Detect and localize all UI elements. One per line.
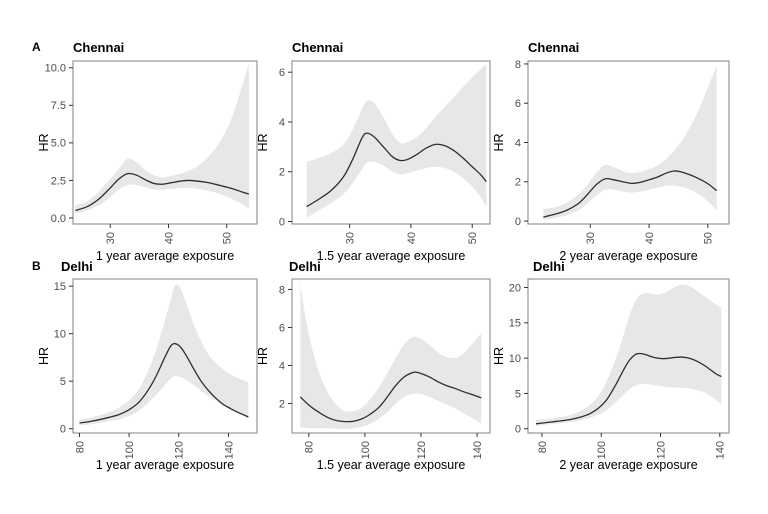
panel-title-delhi-2yr: Delhi (533, 259, 565, 274)
confidence-band (306, 63, 487, 218)
panel-title-chennai-1-5yr: Chennai (292, 40, 344, 55)
panel-letter-a: A (32, 40, 41, 54)
panel-title-delhi-1-5yr: Delhi (289, 259, 321, 274)
confidence-band (79, 284, 249, 426)
x-tick-label: 140 (715, 441, 727, 459)
x-axis-label: 2 year average exposure (559, 249, 697, 263)
y-tick-label: 0 (515, 216, 521, 228)
panel-title-chennai-2yr: Chennai (528, 40, 580, 55)
x-tick-label: 40 (163, 232, 175, 244)
panel-border (291, 60, 491, 225)
x-tick-label: 40 (644, 232, 656, 244)
y-tick-label: 20 (509, 282, 521, 294)
chart-chennai-1yr: 0.0 2.5 5.0 7.5 10.0 30 40 50 1 year average exp… (37, 60, 258, 263)
x-tick-label: 40 (406, 232, 418, 244)
hr-curve (79, 342, 249, 424)
x-tick-label: 100 (124, 441, 136, 459)
y-tick-label: 4 (279, 117, 285, 129)
x-tick-label: 50 (222, 232, 234, 244)
chart-chennai-2yr: 0 2 4 6 8 30 40 50 2 year average exposure HR (492, 59, 730, 263)
x-tick-label: 100 (360, 441, 372, 459)
x-tick-label: 30 (585, 232, 597, 244)
y-tick-label: 2 (279, 167, 285, 179)
y-tick-label: 5 (60, 376, 66, 388)
panel-letter-b: B (32, 259, 41, 273)
chart-delhi-2yr: 0 5 10 15 20 80 100 120 140 2 year average exposu… (492, 278, 730, 472)
x-tick-label: 50 (703, 232, 715, 244)
y-tick-label: 0.0 (51, 213, 66, 225)
y-tick-label: 7.5 (51, 100, 66, 112)
panel-title-chennai-1yr: Chennai (73, 40, 125, 55)
hr-curve (535, 352, 722, 425)
x-tick-label: 120 (416, 441, 428, 459)
y-tick-label: 8 (279, 284, 285, 296)
panel-border (527, 278, 730, 434)
panel-border (291, 278, 491, 434)
x-axis-label: 1 year average exposure (96, 458, 234, 472)
y-tick-label: 5 (515, 388, 521, 400)
y-tick-label: 10 (509, 353, 521, 365)
x-tick-label: 80 (537, 441, 549, 453)
x-tick-label: 30 (105, 232, 117, 244)
y-tick-label: 0 (279, 216, 285, 228)
y-tick-label: 4 (279, 360, 285, 372)
y-axis-label: HR (256, 347, 270, 365)
hr-curve (75, 172, 250, 212)
confidence-band (543, 65, 717, 221)
x-tick-label: 140 (223, 441, 235, 459)
y-tick-label: 2 (515, 177, 521, 189)
panel-border (72, 278, 258, 434)
y-axis-label: HR (492, 347, 506, 365)
chart-delhi-1-5yr: 2 4 6 8 80 100 120 140 1.5 year average exposure… (256, 278, 491, 472)
y-tick-label: 8 (515, 59, 521, 71)
y-tick-label: 4 (515, 137, 521, 149)
confidence-band (300, 283, 482, 429)
x-tick-label: 100 (596, 441, 608, 459)
y-axis-label: HR (37, 347, 51, 365)
y-tick-label: 10 (54, 329, 66, 341)
hr-curve (306, 132, 487, 208)
y-tick-label: 6 (279, 322, 285, 334)
y-axis-label: HR (256, 133, 270, 151)
y-tick-label: 15 (54, 281, 66, 293)
y-tick-label: 2.5 (51, 175, 66, 187)
x-tick-label: 120 (174, 441, 186, 459)
x-tick-label: 30 (344, 232, 356, 244)
x-tick-label: 80 (304, 441, 316, 453)
y-tick-label: 0 (60, 424, 66, 436)
hr-curve (543, 170, 718, 218)
x-tick-label: 140 (472, 441, 484, 459)
y-tick-label: 10.0 (45, 63, 66, 75)
x-axis-label: 2 year average exposure (559, 458, 697, 472)
x-axis-label: 1 year average exposure (96, 249, 234, 263)
y-tick-label: 15 (509, 318, 521, 330)
x-tick-label: 120 (655, 441, 667, 459)
x-tick-label: 50 (467, 232, 479, 244)
chart-chennai-1-5yr: 0 2 4 6 30 40 501.5 year average exposure HR (256, 60, 491, 263)
hr-curve (299, 371, 482, 423)
y-tick-label: 5.0 (51, 138, 66, 150)
confidence-band (75, 63, 249, 214)
y-tick-label: 6 (279, 67, 285, 79)
panel-title-delhi-1yr: Delhi (61, 259, 93, 274)
x-axis-label: 1.5 year average exposure (317, 458, 466, 472)
y-tick-label: 2 (279, 398, 285, 410)
x-axis-label: 1.5 year average exposure (317, 249, 466, 263)
y-tick-label: 0 (515, 424, 521, 436)
confidence-band (536, 284, 722, 426)
x-tick-label: 80 (74, 441, 86, 453)
y-tick-label: 6 (515, 98, 521, 110)
y-axis-label: HR (492, 133, 506, 151)
y-axis-label: HR (37, 133, 51, 151)
